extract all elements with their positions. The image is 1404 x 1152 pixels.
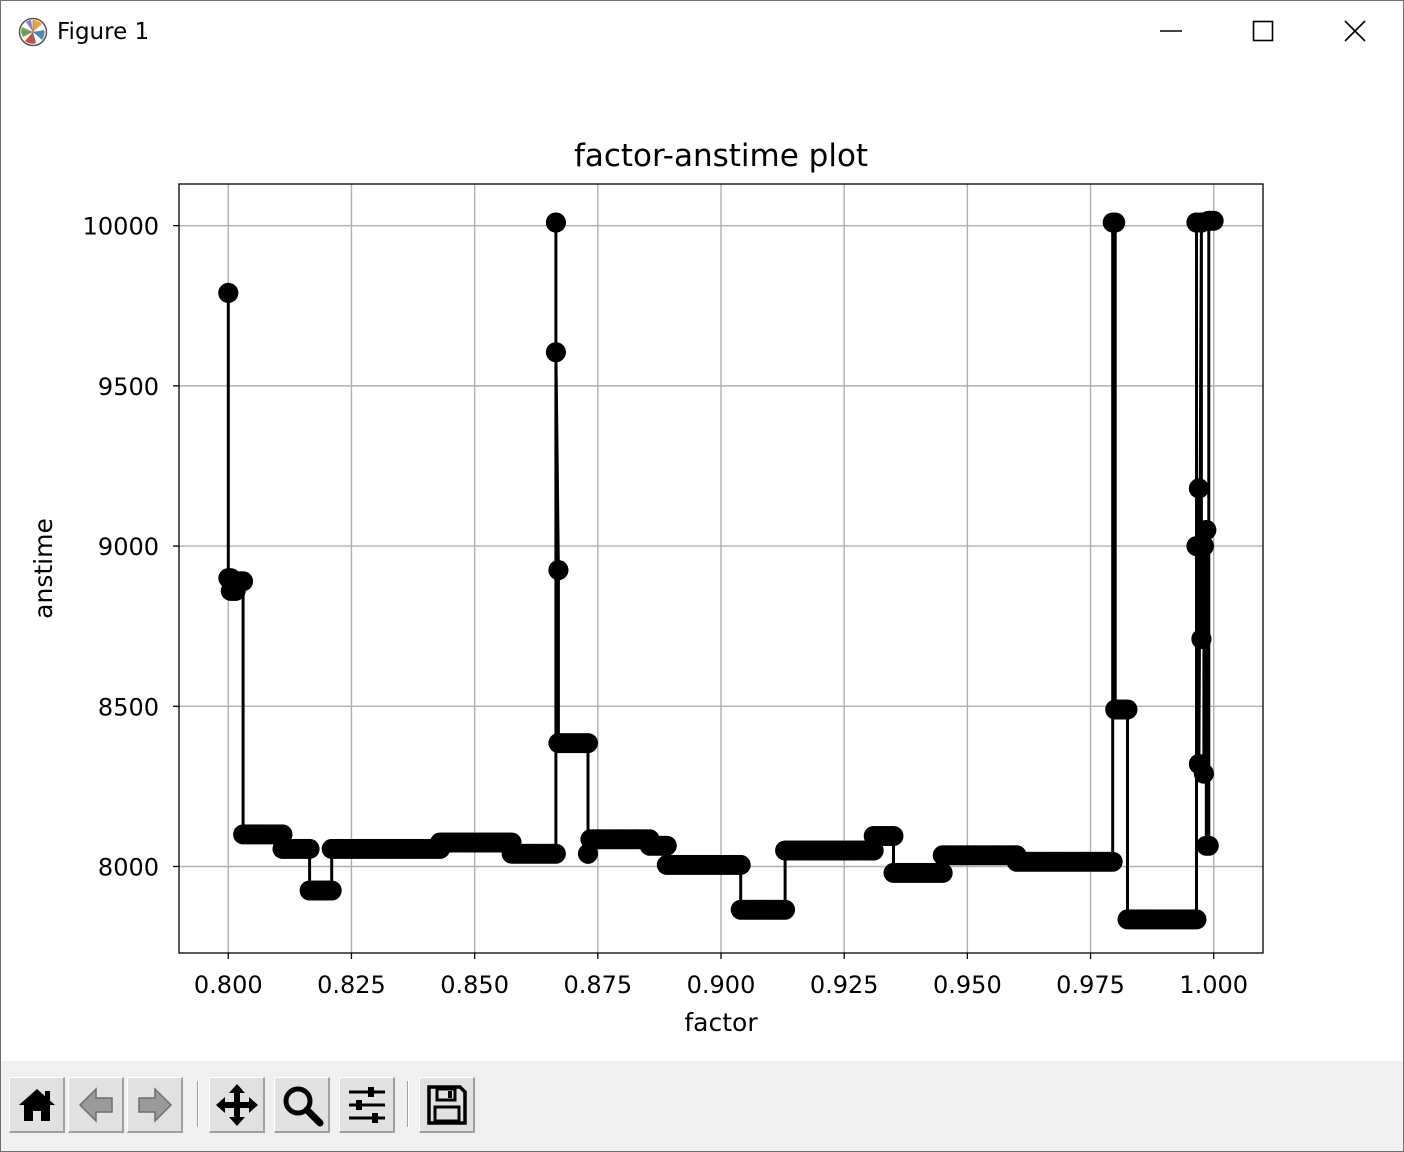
save-floppy-icon [426,1084,467,1125]
home-button[interactable] [9,1077,65,1133]
x-tick-label: 1.000 [1179,971,1248,999]
axis-ticks: 0.800 0.825 0.850 0.875 0.900 0.925 0.950 0.975… [83,213,1248,999]
data-point-marker [1188,478,1209,499]
data-point-marker [1191,629,1212,649]
pan-move-icon [215,1083,258,1126]
chart: 0.800 0.825 0.850 0.875 0.900 0.925 0.950 0.975… [29,138,1264,1037]
x-tick-label: 0.925 [810,971,879,999]
window-title: Figure 1 [57,19,150,45]
x-tick-label: 0.950 [933,971,1002,999]
configure-subplots-icon [348,1086,385,1123]
zoom-button[interactable] [274,1077,330,1133]
matplotlib-logo-icon [18,17,48,47]
y-tick-label: 9000 [98,533,159,561]
data-point-marker [321,880,342,901]
figure-canvas[interactable]: 0.800 0.825 0.850 0.875 0.900 0.925 0.950 0.975… [1,63,1403,1061]
toolbar-separator [197,1081,199,1127]
data-point-marker [656,835,677,856]
x-tick-label: 0.825 [317,971,386,999]
data-point-marker [218,282,239,303]
title-bar[interactable]: Figure 1 [1,1,1403,63]
data-point-marker [932,862,953,883]
maximize-icon [1252,20,1274,42]
data-series [218,210,1224,930]
y-tick-label: 8000 [98,853,159,881]
configure-subplots-button[interactable] [339,1077,395,1133]
maximize-button[interactable] [1217,1,1309,61]
home-icon [18,1088,55,1121]
data-point-marker [1193,763,1214,784]
data-point-marker [299,838,320,859]
x-tick-label: 0.850 [440,971,509,999]
navigation-toolbar [1,1061,1403,1151]
data-point-marker [1198,835,1219,856]
toolbar-separator [407,1081,409,1127]
data-point-marker [1102,851,1123,872]
data-point-marker [1186,909,1207,930]
data-point-marker [1117,699,1138,720]
y-tick-label: 8500 [98,693,159,721]
data-point-marker [883,826,904,846]
data-point-marker [730,854,751,875]
data-point-marker [233,571,254,592]
y-axis-label: anstime [29,518,58,619]
data-point-marker [545,843,566,864]
grid-lines [179,184,1263,953]
back-arrow-icon [78,1086,113,1123]
chart-title: factor-anstime plot [574,138,868,174]
y-tick-label: 10000 [83,213,159,241]
x-tick-label: 0.875 [563,971,632,999]
data-point-marker [545,342,566,363]
data-point-marker [1105,212,1126,233]
forward-button[interactable] [127,1077,183,1133]
close-icon [1344,20,1366,42]
y-tick-label: 9500 [98,373,159,401]
data-point-marker [1203,210,1224,231]
data-point-marker [578,733,598,754]
save-button[interactable] [419,1077,475,1133]
x-axis-label: factor [684,1008,758,1037]
back-button[interactable] [68,1077,124,1133]
minimize-icon [1160,30,1182,32]
x-tick-label: 0.900 [687,971,756,999]
forward-arrow-icon [137,1086,172,1123]
x-tick-label: 0.975 [1056,971,1125,999]
data-point-marker [1196,520,1217,540]
data-point-marker [545,212,566,233]
close-button[interactable] [1309,1,1401,61]
data-point-marker [775,899,796,920]
x-tick-label: 0.800 [194,971,263,999]
pan-button[interactable] [209,1077,265,1133]
minimize-button[interactable] [1125,1,1217,61]
data-point-marker [1193,536,1214,557]
data-point-marker [548,560,569,581]
zoom-magnifier-icon [283,1086,323,1126]
